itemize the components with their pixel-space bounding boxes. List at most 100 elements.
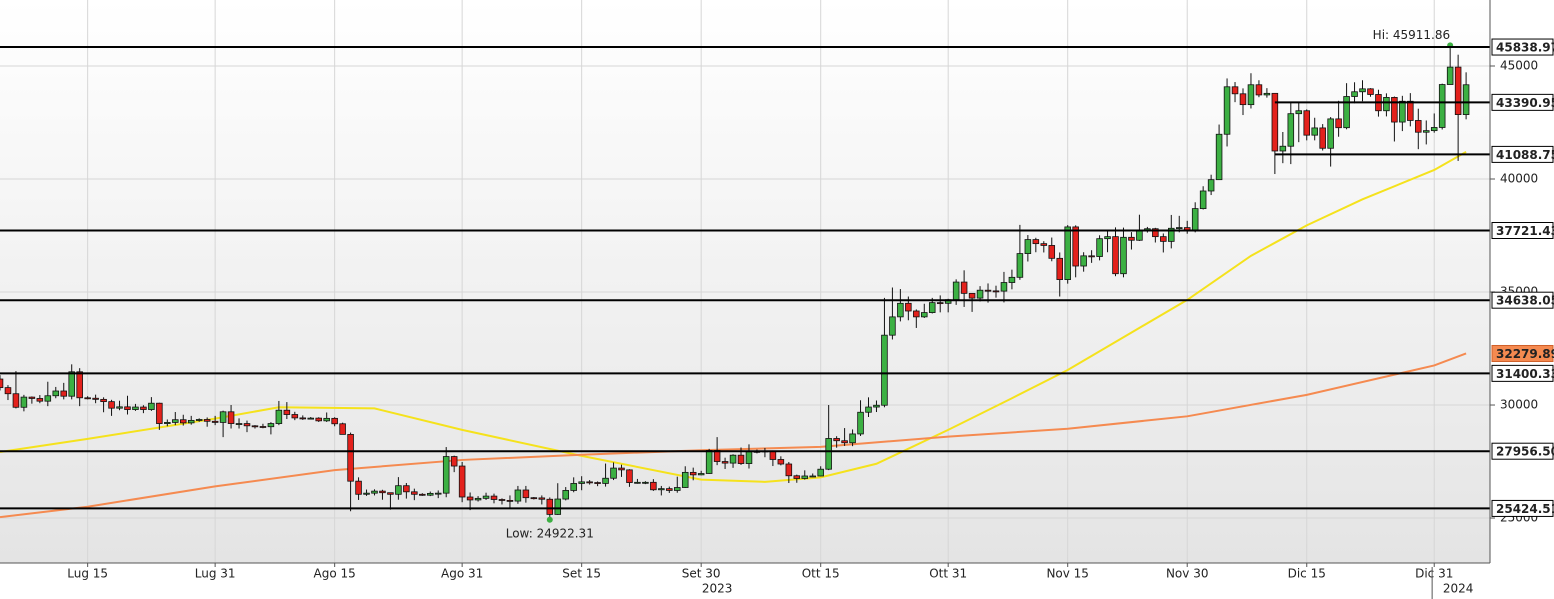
candle-body	[801, 475, 809, 479]
candle-body	[1152, 228, 1159, 238]
candle-body	[1112, 236, 1119, 275]
candle-body	[124, 406, 131, 410]
year-label: 2024	[1443, 582, 1474, 596]
candle-body	[1040, 243, 1048, 246]
level-label-box	[1491, 364, 1554, 382]
candle-body	[897, 302, 904, 318]
candle-body	[1351, 91, 1358, 97]
candle-body	[865, 406, 872, 413]
candle-body	[68, 371, 75, 397]
x-tick-label: Set 15	[562, 567, 601, 581]
candle-body	[1024, 239, 1032, 254]
candle-body	[809, 475, 816, 478]
candle-body	[132, 406, 139, 410]
level-label: 34638.05	[1496, 294, 1554, 308]
x-tick-label: Nov 30	[1166, 567, 1209, 581]
candle-body	[1231, 86, 1239, 95]
candle-body	[1271, 92, 1279, 152]
candle-body	[44, 395, 52, 402]
level-label-box	[1491, 38, 1554, 56]
candle-body	[434, 492, 442, 495]
level-label: 27956.50	[1496, 445, 1554, 459]
candle-body	[689, 471, 697, 476]
candle-body	[697, 473, 705, 476]
candle-body	[968, 292, 976, 299]
x-tick-label: Ott 15	[802, 567, 840, 581]
candle-body	[721, 461, 729, 464]
candle-body	[1327, 118, 1334, 149]
level-label: 45838.97	[1496, 41, 1554, 55]
candle-body	[347, 433, 354, 482]
candle-body	[1128, 236, 1135, 241]
candle-body	[976, 289, 984, 299]
candle-body	[1223, 86, 1231, 135]
candle-body	[1343, 96, 1350, 129]
y-tick-label: 40000	[1500, 172, 1538, 186]
candle-body	[570, 483, 577, 491]
level-label: 25424.51	[1496, 502, 1554, 516]
candle-body	[506, 499, 514, 502]
level-label-box	[1491, 499, 1554, 517]
level-label: 41088.75	[1496, 148, 1554, 162]
candle-body	[275, 409, 283, 424]
candle-body	[172, 419, 179, 423]
candle-body	[20, 396, 28, 408]
last-value-box	[1491, 344, 1554, 362]
x-tick-label: Ago 15	[314, 567, 356, 581]
candle-body	[1016, 253, 1024, 278]
candle-body	[140, 406, 147, 410]
candle-body	[84, 397, 91, 400]
candle-body	[379, 490, 386, 494]
candle-body	[411, 491, 418, 495]
candle-body	[1008, 276, 1016, 283]
candle-body	[618, 467, 625, 471]
level-label: 31400.33	[1496, 367, 1554, 381]
x-tick-label: Lug 31	[195, 567, 236, 581]
candle-body	[1032, 239, 1040, 245]
moving-average-line	[0, 151, 1467, 483]
high-annotation: Hi: 45911.86	[1373, 28, 1450, 42]
candle-body	[538, 497, 546, 500]
candle-body	[777, 459, 785, 465]
candle-body	[100, 398, 107, 403]
plot-background	[0, 0, 1490, 563]
candle-body	[1422, 130, 1430, 133]
candle-body	[928, 302, 936, 313]
candle-body	[833, 438, 840, 442]
candle-body	[355, 480, 362, 495]
x-tick-label: Dic 15	[1288, 567, 1326, 581]
candle-body	[1391, 97, 1398, 123]
candle-body	[235, 423, 243, 425]
candle-body	[745, 451, 753, 464]
candle-body	[936, 302, 944, 305]
candle-body	[1255, 84, 1263, 96]
candle-body	[315, 417, 322, 422]
candle-body	[984, 289, 992, 292]
candle-body	[164, 422, 171, 424]
candle-body	[1096, 238, 1103, 257]
candle-body	[466, 496, 474, 501]
candle-body	[1215, 133, 1223, 181]
candle-body	[594, 482, 601, 484]
candle-body	[267, 423, 275, 428]
candle-body	[905, 302, 912, 312]
candle-body	[666, 488, 673, 491]
candle-body	[849, 433, 856, 444]
candle-body	[291, 414, 299, 419]
candle-body	[514, 489, 522, 502]
candle-body	[195, 419, 203, 421]
candle-body	[1303, 110, 1311, 136]
candle-body	[817, 468, 824, 477]
candle-body	[1088, 255, 1095, 258]
candle-body	[363, 492, 370, 495]
candle-body	[442, 456, 450, 494]
candle-body	[60, 390, 68, 397]
candle-body	[331, 417, 338, 425]
candle-body	[323, 417, 330, 422]
candle-body	[1048, 245, 1056, 259]
candle-body	[1191, 208, 1199, 232]
candle-body	[1136, 230, 1143, 241]
candle-body	[1359, 88, 1366, 93]
